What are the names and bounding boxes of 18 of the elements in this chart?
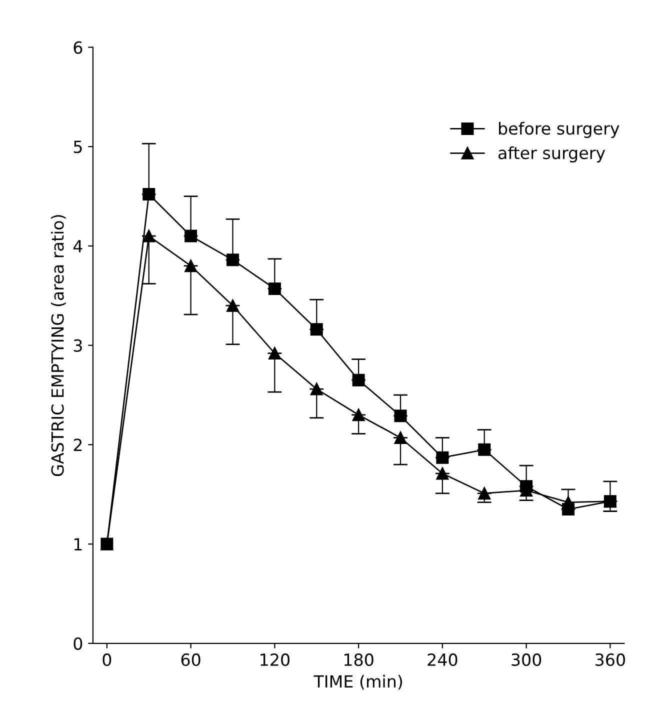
x-axis-title: TIME (min)	[314, 674, 402, 690]
x-tick-label: 240	[428, 653, 458, 666]
legend-label: before surgery	[499, 122, 620, 138]
y-tick-label: 4	[73, 240, 82, 252]
y-tick-label: 3	[74, 339, 82, 352]
x-tick-label: 120	[260, 653, 290, 666]
x-tick-label: 360	[596, 653, 625, 666]
x-tick-label: 300	[512, 653, 542, 666]
y-tick-label: 2	[74, 438, 82, 452]
legend-label: after surgery	[498, 146, 606, 162]
y-tick-label: 1	[74, 538, 82, 550]
x-tick-label: 0	[102, 653, 112, 666]
y-axis-title: GASTRIC EMPTYING (area ratio)	[50, 215, 66, 476]
y-tick-label: 6	[74, 41, 82, 54]
y-tick-label: 0	[74, 637, 82, 650]
y-tick-label: 5	[74, 140, 82, 154]
x-tick-label: 180	[344, 653, 374, 666]
x-tick-label: 60	[181, 653, 200, 666]
